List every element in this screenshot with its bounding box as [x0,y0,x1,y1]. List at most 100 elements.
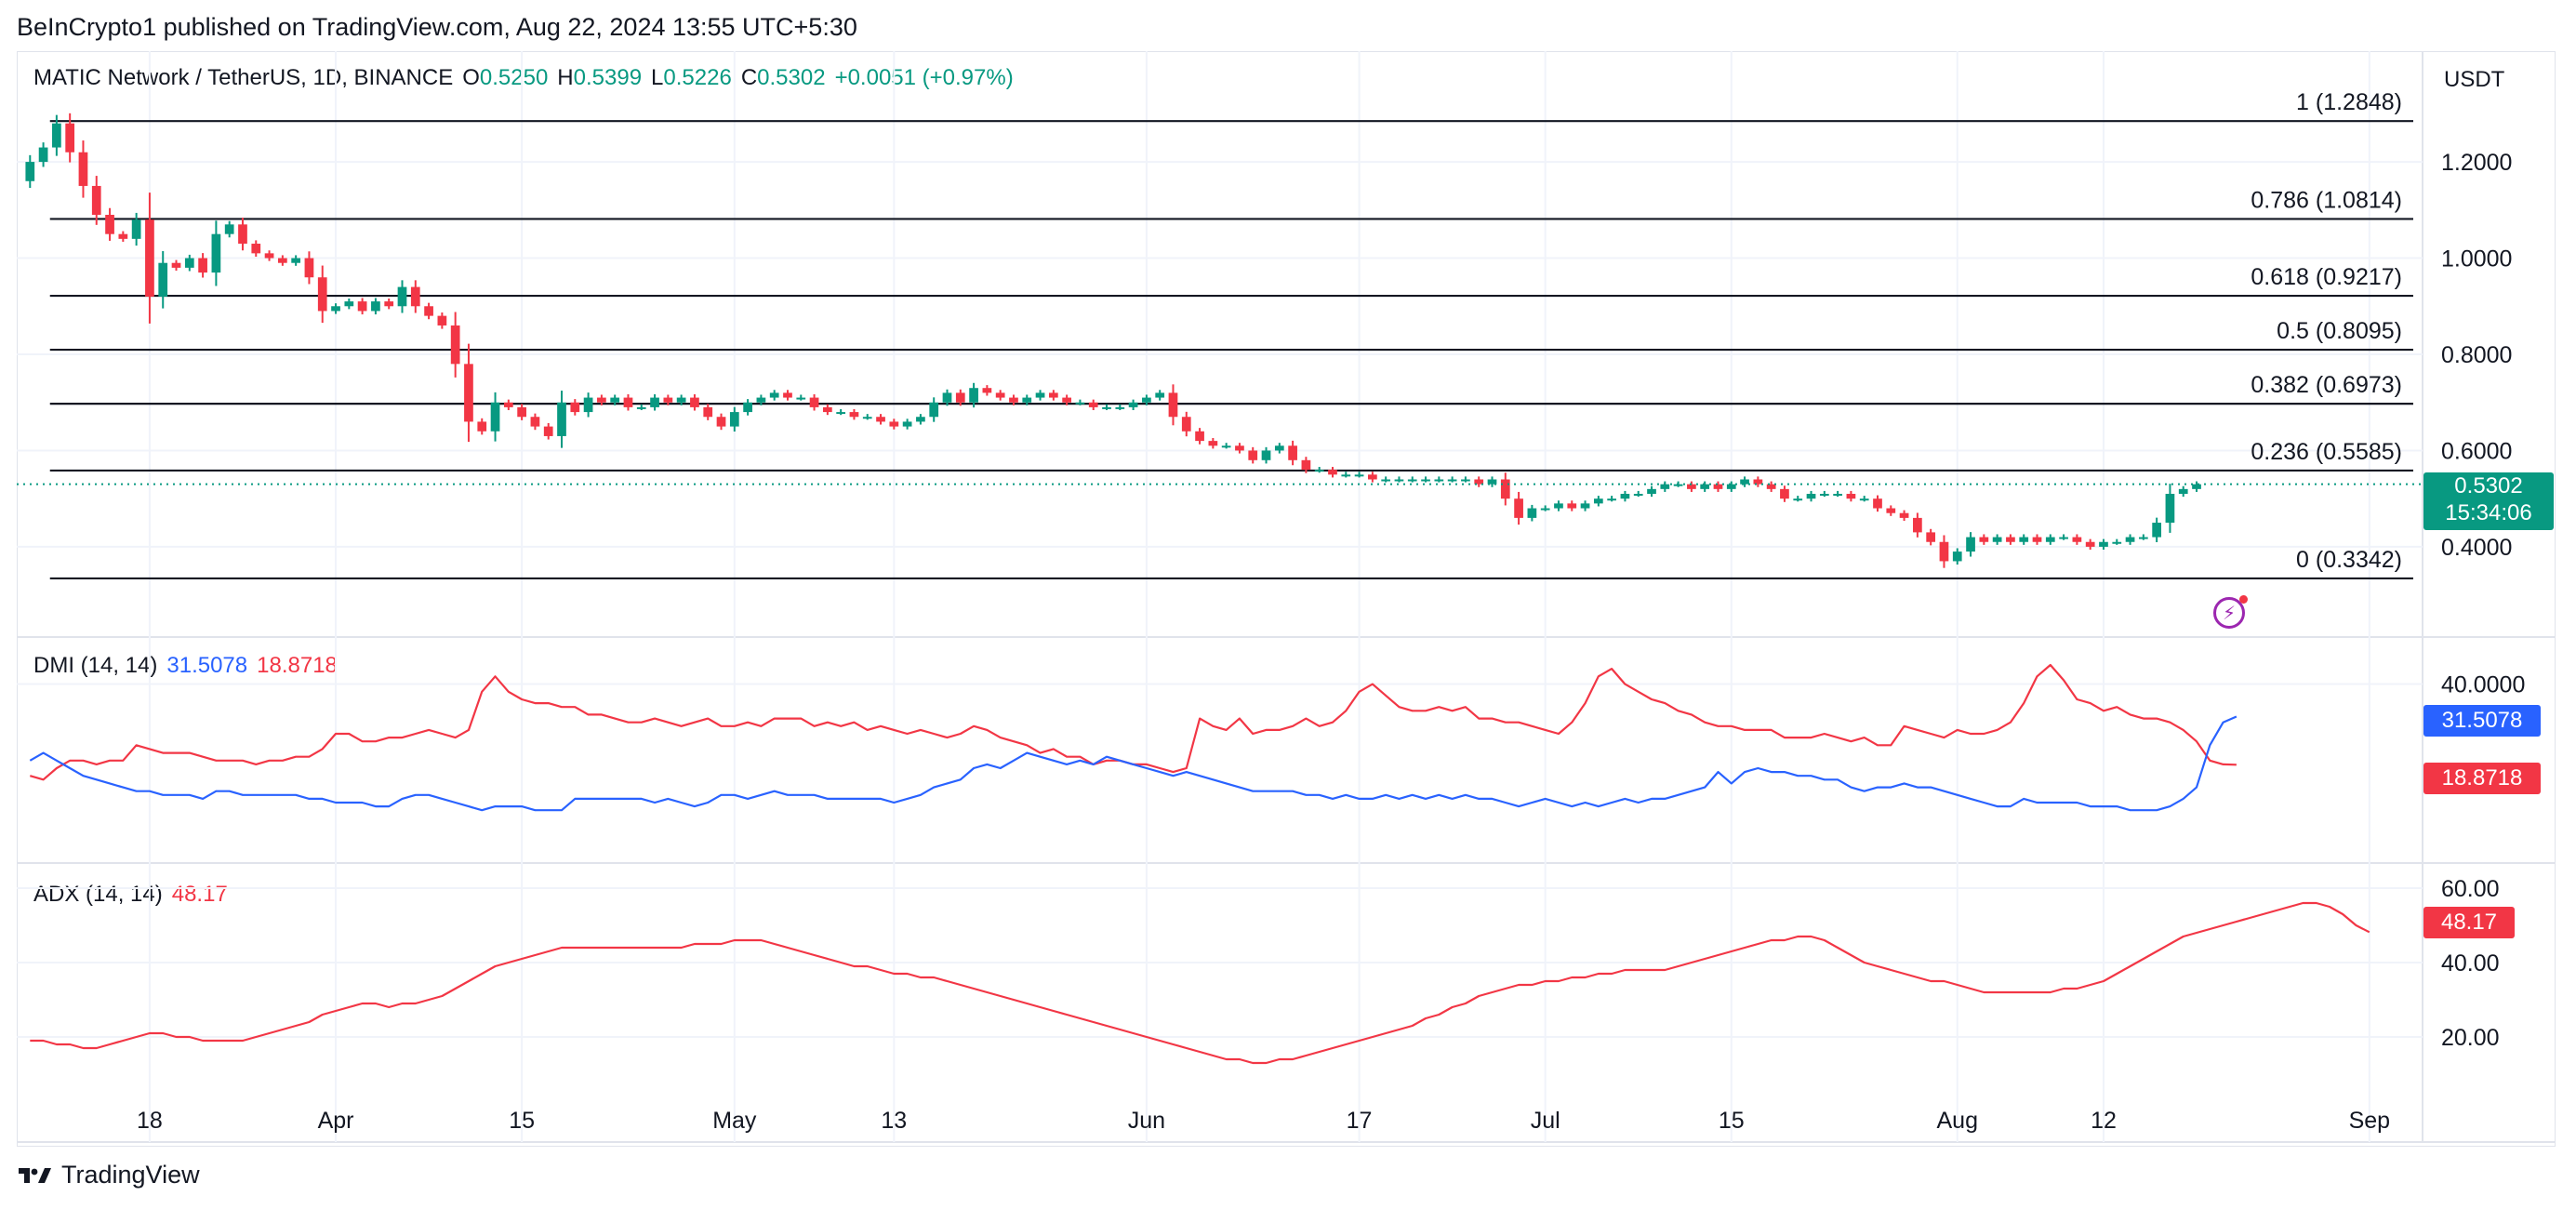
symbol-title[interactable]: MATIC Network / TetherUS, 1D, BINANCE [33,65,454,90]
candle [1434,476,1444,483]
candle-body [65,123,75,153]
candle [1447,476,1457,483]
candle-body [1328,470,1337,475]
candle [690,393,699,411]
currency-label[interactable]: USDT [2444,67,2505,92]
candle-body [703,406,713,418]
candle [1235,443,1244,454]
candle-body [78,152,88,186]
candle-body [1926,532,1936,542]
candle [1009,394,1018,405]
candle [809,393,819,411]
candle-body [1447,479,1457,482]
candle [1062,394,1071,405]
candle-body [1873,498,1882,509]
candle-body [1886,508,1896,513]
candle [1274,443,1284,454]
candle-body [198,258,207,273]
candle-body [384,301,394,307]
candle-body [1421,479,1430,482]
candle [955,389,965,406]
candle [1580,500,1590,512]
close-label: C [740,65,758,90]
candle-body [2112,541,2122,544]
candle-body [1527,508,1537,518]
candle-body [2178,488,2188,495]
candle-body [38,147,48,163]
candle [344,298,354,310]
adx-tick-label: 40.00 [2441,950,2500,976]
candle-body [1035,392,1045,398]
fib-level-label: 0.618 (0.9217) [2251,264,2402,290]
candle-body [557,402,566,436]
candle-body [238,224,247,245]
adx-name[interactable]: ADX (14, 14) [33,882,163,907]
price-tick-label: 0.6000 [2441,438,2512,464]
candle [703,404,713,420]
candle-body [2125,537,2135,542]
x-tick-label: Aug [1937,1108,1978,1134]
candle [211,220,221,286]
candle-body [583,397,593,413]
publisher-caption: BeInCrypto1 published on TradingView.com… [17,13,857,41]
x-tick-label: Jul [1531,1108,1560,1134]
candle [729,406,739,432]
tradingview-logo[interactable]: TradingView [17,1161,200,1189]
candle [1155,390,1165,401]
candle-body [2138,537,2148,539]
dmi-legend: DMI (14, 14) 31.5078 18.8718 [33,653,347,679]
candle [2099,538,2108,551]
candle-body [184,258,194,268]
countdown-value: 15:34:06 [2445,500,2532,525]
open-label: O [462,65,480,90]
candle [1102,404,1111,411]
x-tick-label: 15 [509,1108,535,1134]
candle [557,391,566,448]
axis-layer: 18 Apr 15 May 13 Jun 17 Jul 15 Aug 12 Sep 1.2000 1.00… [137,150,2525,1134]
price-tick-label: 0.8000 [2441,342,2512,368]
candle [916,414,925,425]
candle [823,404,832,416]
alert-dot [2239,595,2248,604]
candle [1992,534,2002,545]
candle-body [2045,537,2055,542]
candle [623,393,633,411]
candle [2032,534,2042,545]
candle-body [902,421,912,427]
candle-body [304,258,314,278]
candle [1394,476,1404,483]
candle-body [796,397,806,400]
candle-body [862,417,872,419]
candle [1793,496,1803,502]
candle-body [2099,541,2108,547]
candle-body [171,262,181,268]
candle [1966,532,1975,557]
candle-body [1992,537,2002,542]
candle [517,404,526,420]
candle [158,251,168,309]
candle [1128,399,1138,411]
dmi-plus-badge: 31.5078 [2423,705,2541,737]
candle [1461,476,1470,483]
candle [1341,472,1351,478]
low-value: 0.5226 [663,65,732,90]
lightning-icon[interactable]: ⚡ [2213,597,2245,629]
candle-body [1540,508,1550,511]
candle [1554,500,1563,512]
candle-body [1115,406,1125,409]
candle [530,413,540,431]
candle [1261,446,1271,464]
candle [543,422,553,440]
fib-level-label: 0.786 (1.0814) [2251,187,2402,213]
candle-body [1607,498,1616,501]
dmi-name[interactable]: DMI (14, 14) [33,653,158,678]
candle [1607,496,1616,502]
candle-body [1142,397,1151,403]
candle-body [1062,397,1071,403]
candle [1487,476,1497,487]
candle-body [410,286,420,307]
candle [1035,390,1045,401]
candle [796,394,806,401]
candle-body [663,397,673,403]
